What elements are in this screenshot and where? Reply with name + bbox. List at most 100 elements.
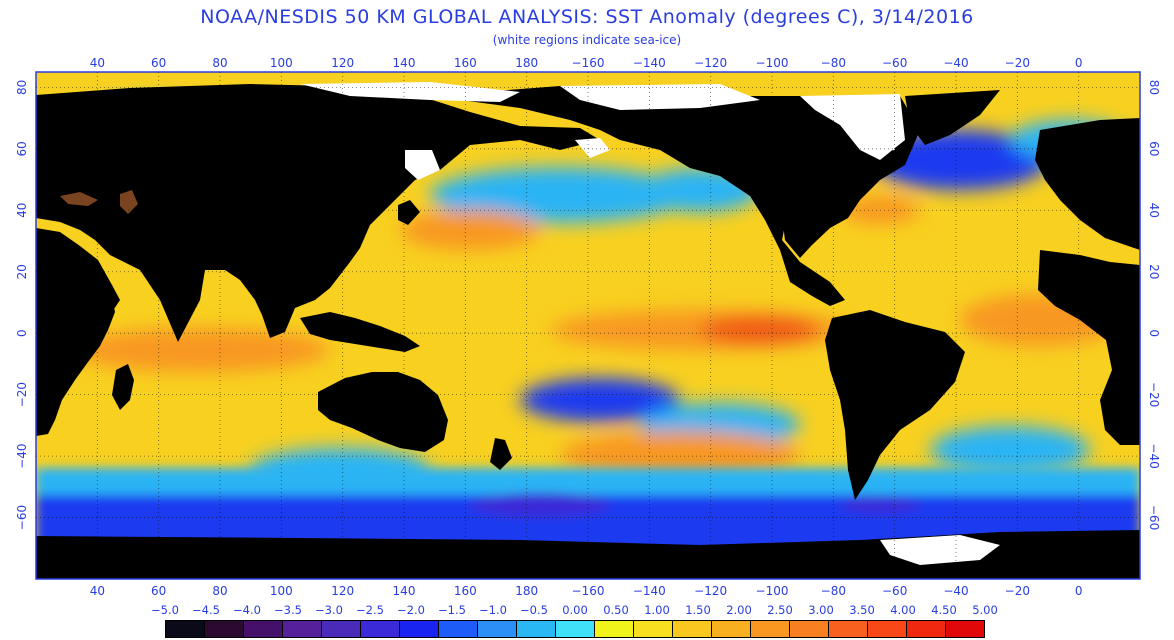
lon-label-bottom: −100 [756, 584, 789, 598]
lon-label-bottom: 180 [515, 584, 538, 598]
color-swatch [204, 621, 243, 637]
highland-patches [60, 190, 138, 214]
lon-label-top: −120 [694, 56, 727, 70]
lon-label-bottom: −40 [943, 584, 968, 598]
scale-label: −4.0 [233, 603, 261, 617]
color-swatch [321, 621, 360, 637]
lon-label-top: 100 [270, 56, 293, 70]
lat-label-left: 60 [15, 141, 29, 156]
lon-label-top: 40 [90, 56, 105, 70]
north-atlantic-cold [870, 130, 1050, 190]
lat-label-right: −40 [1147, 443, 1161, 468]
longitude-labels-top: 40 60 80 100 120 140 160 180 −160 −140 −120 −100 −80… [90, 56, 1083, 70]
nino-region-hot [700, 316, 820, 344]
scale-label: −1.0 [479, 603, 507, 617]
lon-label-bottom: 40 [90, 584, 105, 598]
lat-label-right: 40 [1147, 203, 1161, 218]
lat-label-right: 80 [1147, 80, 1161, 95]
scale-label: −4.5 [192, 603, 220, 617]
scale-label: 3.00 [808, 603, 834, 617]
lon-label-top: 60 [151, 56, 166, 70]
lat-label-left: −20 [15, 382, 29, 407]
lon-label-bottom: −120 [694, 584, 727, 598]
color-swatch [360, 621, 399, 637]
longitude-labels-bottom: 40 60 80 100 120 140 160 180 −160 −140 −120 −100 −80… [90, 584, 1083, 598]
land-africa [36, 230, 115, 436]
color-swatch [555, 621, 594, 637]
lon-label-top: −20 [1005, 56, 1030, 70]
lon-label-top: 180 [515, 56, 538, 70]
lat-label-right: 60 [1147, 141, 1161, 156]
south-pacific-cold [520, 378, 680, 422]
color-swatch [828, 621, 867, 637]
color-swatch [750, 621, 789, 637]
land-australia [318, 372, 448, 452]
lon-label-top: 120 [331, 56, 354, 70]
color-swatch [867, 621, 906, 637]
color-swatch [633, 621, 672, 637]
scale-label: 5.00 [972, 603, 998, 617]
lon-label-top: −60 [882, 56, 907, 70]
scale-label: 1.50 [685, 603, 711, 617]
lat-label-left: −60 [15, 505, 29, 530]
lat-label-right: −20 [1147, 382, 1161, 407]
lon-label-top: −40 [943, 56, 968, 70]
map-title: NOAA/NESDIS 50 KM GLOBAL ANALYSIS: SST A… [200, 6, 974, 28]
scale-label: −0.5 [520, 603, 548, 617]
map-subtitle: (white regions indicate sea-ice) [492, 33, 682, 47]
lon-label-bottom: 160 [454, 584, 477, 598]
lon-label-bottom: −60 [882, 584, 907, 598]
color-swatch [243, 621, 282, 637]
land-new-zealand [490, 438, 512, 470]
lon-label-top: −160 [572, 56, 605, 70]
land-europe [1035, 118, 1140, 250]
lon-label-top: −140 [633, 56, 666, 70]
lon-label-top: 0 [1075, 56, 1083, 70]
lon-label-bottom: −80 [821, 584, 846, 598]
lon-label-bottom: 80 [212, 584, 227, 598]
color-swatch [906, 621, 945, 637]
lon-label-bottom: 0 [1075, 584, 1083, 598]
scale-label: 3.50 [849, 603, 875, 617]
scale-label: −3.0 [315, 603, 343, 617]
land-japan [398, 200, 420, 225]
indian-ocean-warm [70, 328, 330, 372]
color-swatch [438, 621, 477, 637]
scale-label: 1.00 [644, 603, 670, 617]
color-swatch [477, 621, 516, 637]
land-maritime-continent [300, 312, 420, 352]
lat-label-right: 0 [1147, 329, 1161, 337]
scale-label: 4.50 [931, 603, 957, 617]
lat-label-left: 20 [15, 264, 29, 279]
kuroshio-warm [400, 210, 540, 250]
latitude-labels-left: 80 60 40 20 0 −20 −40 −60 [15, 80, 29, 530]
color-swatch [789, 621, 828, 637]
lon-label-top: −100 [756, 56, 789, 70]
lat-label-left: −40 [15, 443, 29, 468]
graticule [36, 72, 1140, 579]
scale-label: 2.50 [767, 603, 793, 617]
land-west-africa [1038, 250, 1140, 445]
scale-label: −5.0 [151, 603, 179, 617]
lon-label-top: −80 [821, 56, 846, 70]
north-pacific-cool-band [430, 167, 690, 223]
scale-label: 2.00 [726, 603, 752, 617]
land-greenland [905, 90, 1000, 145]
color-swatch [594, 621, 633, 637]
sea-ice [300, 82, 1000, 565]
lon-label-bottom: −140 [633, 584, 666, 598]
land-madagascar [112, 364, 134, 410]
scale-label: 0.00 [562, 603, 588, 617]
color-swatch [166, 621, 204, 637]
color-swatch [282, 621, 321, 637]
scale-label: 0.50 [603, 603, 629, 617]
land-antarctica [36, 530, 1140, 579]
lon-label-bottom: 120 [331, 584, 354, 598]
color-swatch [516, 621, 555, 637]
lat-label-right: 20 [1147, 264, 1161, 279]
scale-label: −2.5 [356, 603, 384, 617]
lon-label-bottom: 140 [393, 584, 416, 598]
lon-label-top: 80 [212, 56, 227, 70]
lon-label-bottom: −20 [1005, 584, 1030, 598]
color-swatch [711, 621, 750, 637]
